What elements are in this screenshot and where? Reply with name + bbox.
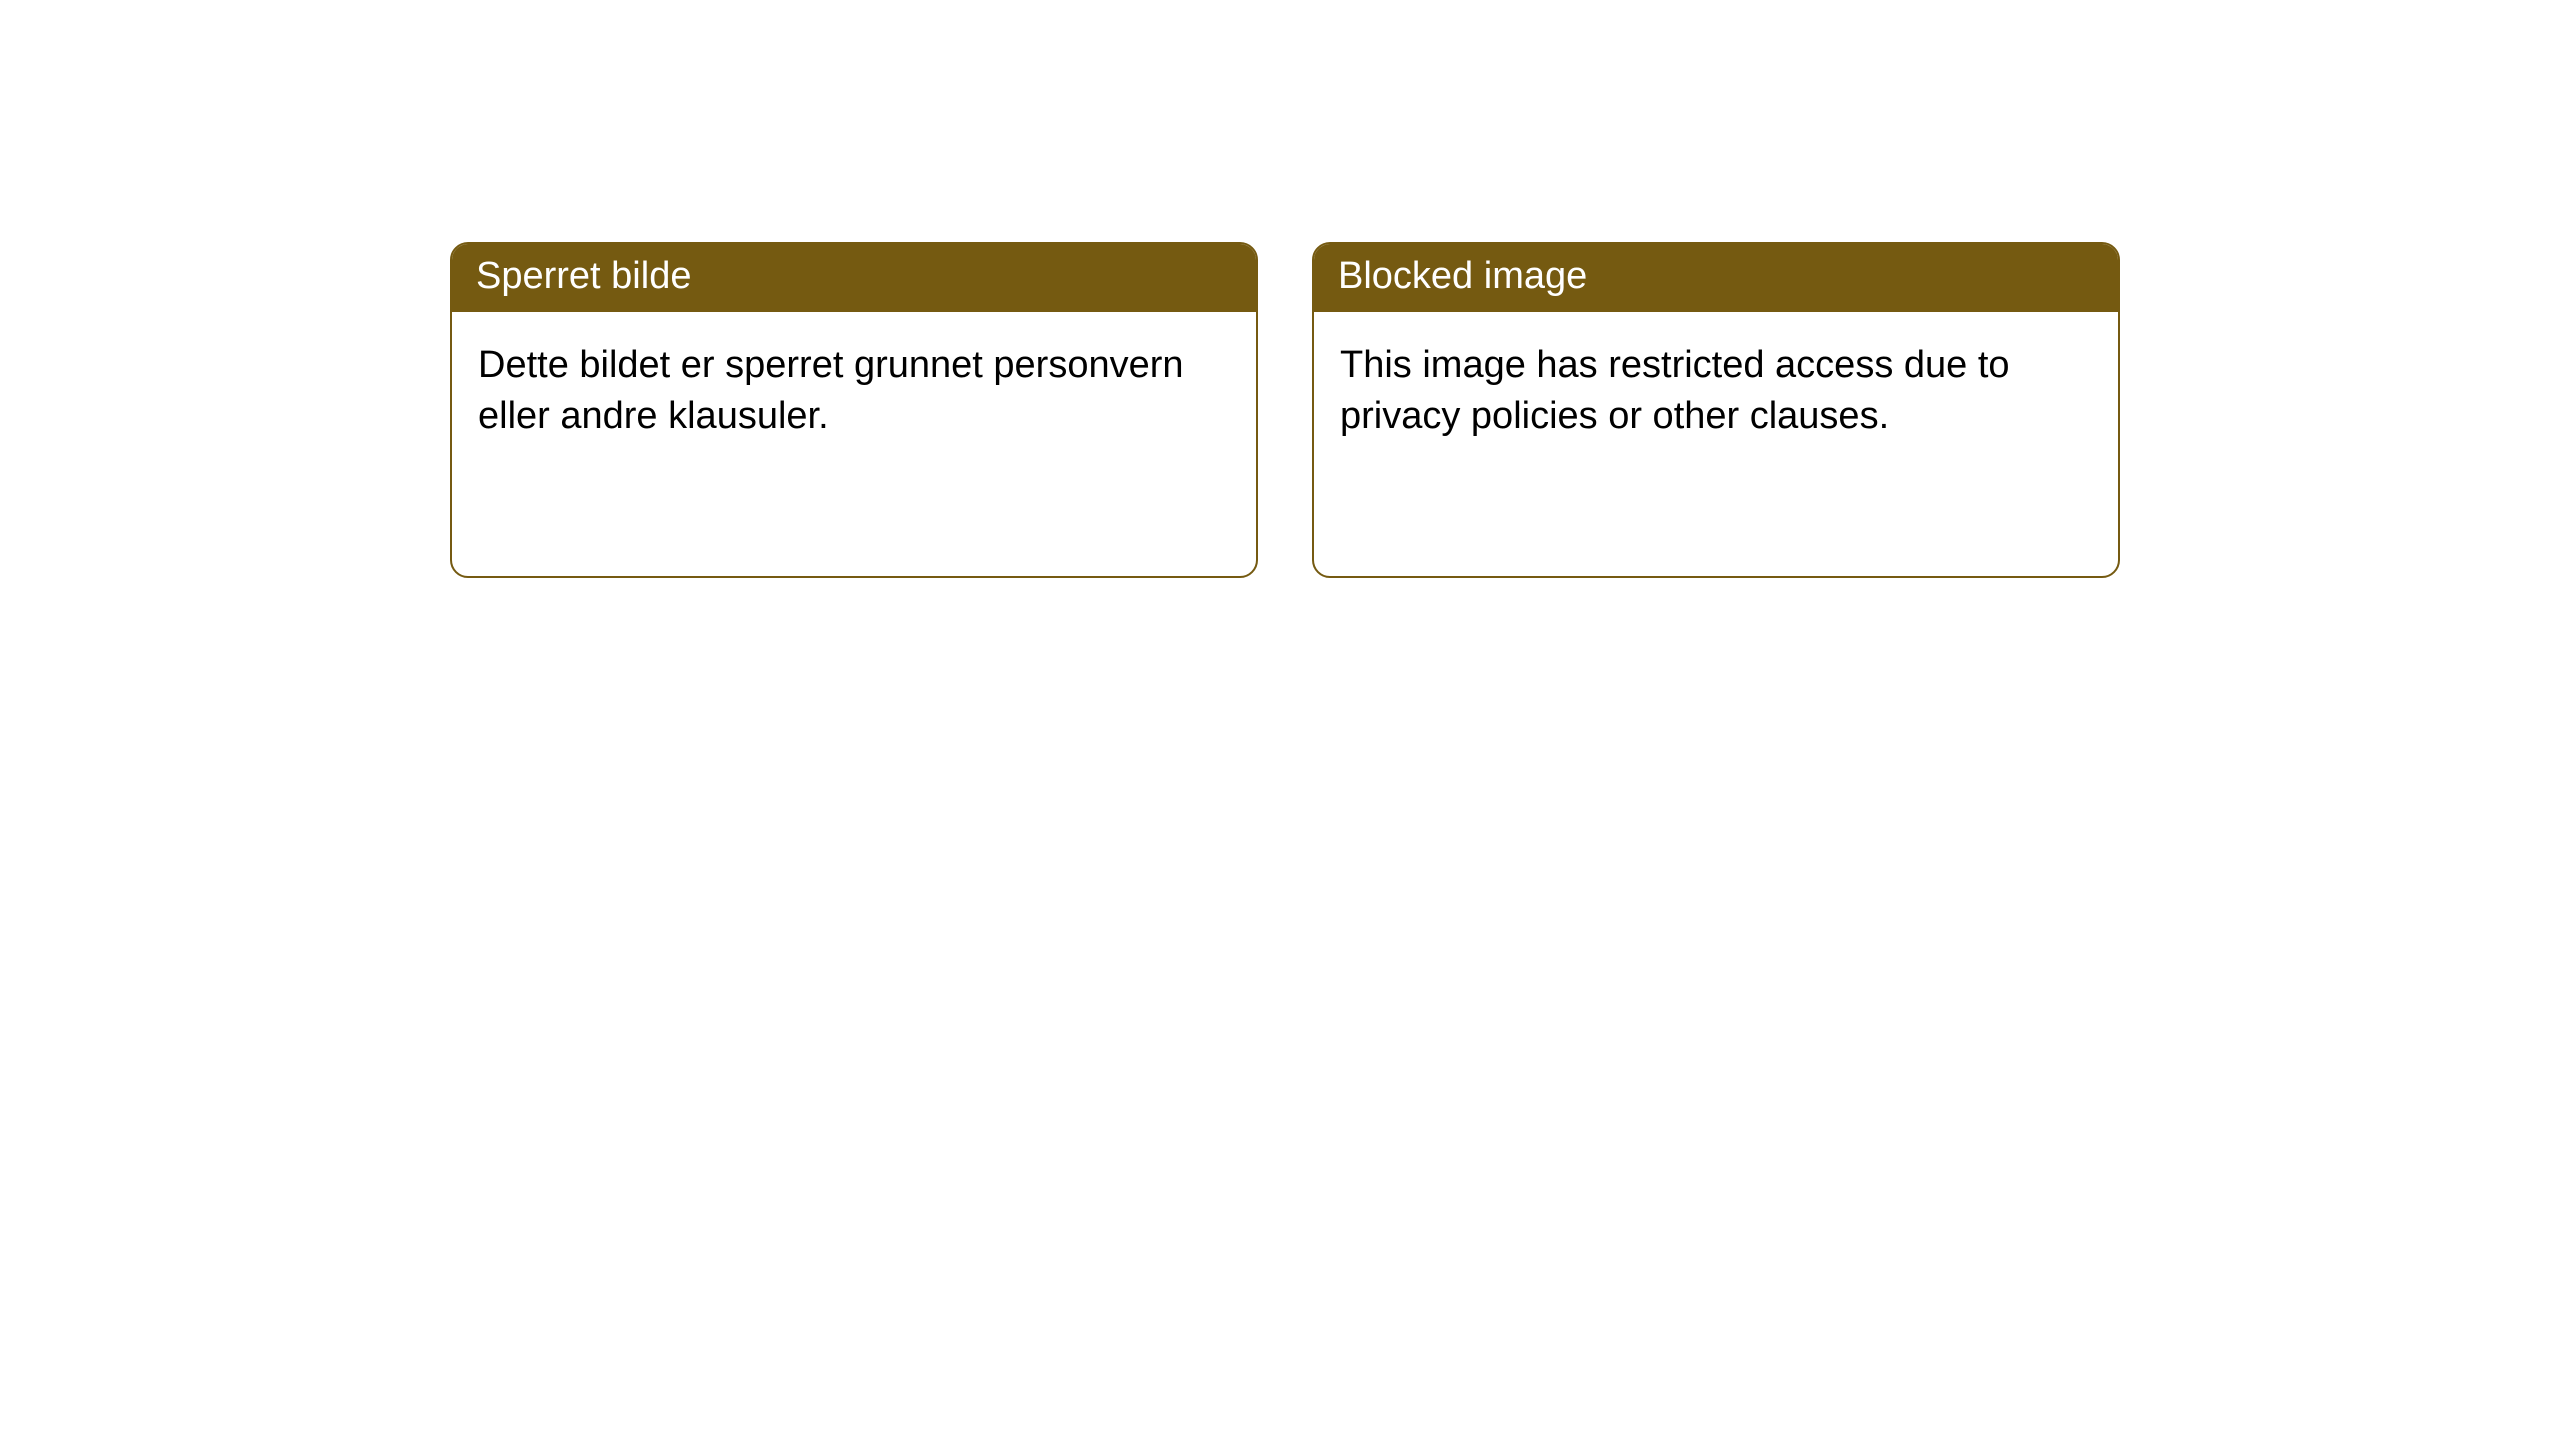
- notice-title: Blocked image: [1338, 255, 1587, 297]
- notice-header: Sperret bilde: [452, 244, 1256, 312]
- notice-body: This image has restricted access due to …: [1314, 312, 2118, 471]
- notice-title: Sperret bilde: [476, 255, 691, 297]
- notice-box-english: Blocked image This image has restricted …: [1312, 242, 2120, 578]
- notice-body-text: Dette bildet er sperret grunnet personve…: [478, 344, 1184, 438]
- notice-container: Sperret bilde Dette bildet er sperret gr…: [0, 0, 2560, 578]
- notice-body-text: This image has restricted access due to …: [1340, 344, 2010, 438]
- notice-body: Dette bildet er sperret grunnet personve…: [452, 312, 1256, 471]
- notice-box-norwegian: Sperret bilde Dette bildet er sperret gr…: [450, 242, 1258, 578]
- notice-header: Blocked image: [1314, 244, 2118, 312]
